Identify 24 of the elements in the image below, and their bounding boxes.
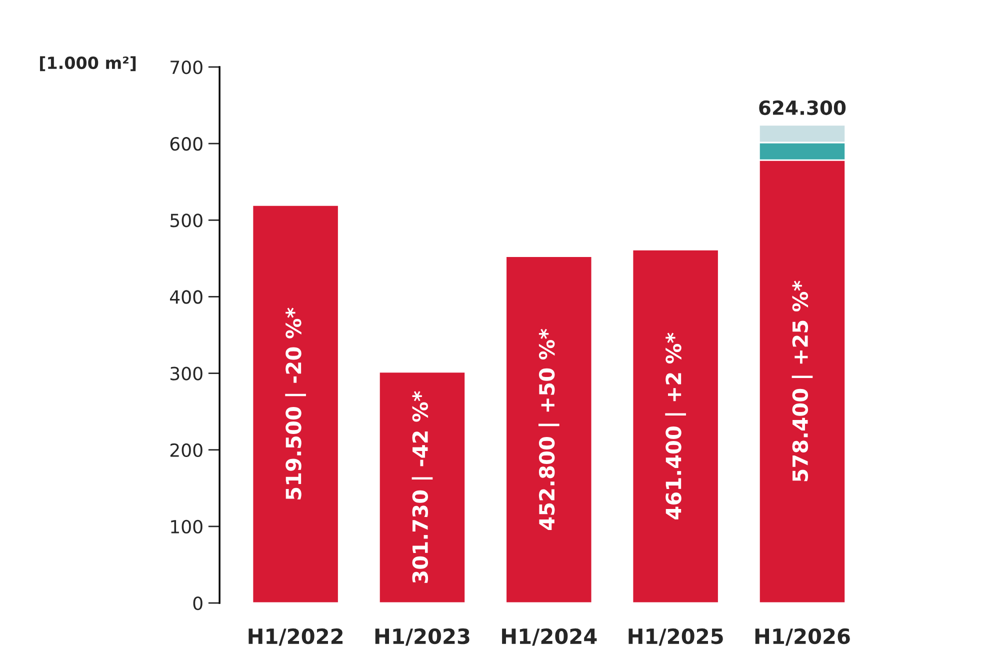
data-label: 578.400 | +25 %* bbox=[792, 280, 813, 482]
data-label: 452.800 | +50 %* bbox=[538, 328, 560, 530]
total-label: 624.300 bbox=[759, 100, 846, 116]
y-tick-label: 100 bbox=[171, 520, 202, 534]
bar bbox=[378, 371, 466, 603]
y-tick-label: 300 bbox=[170, 366, 202, 380]
bar bbox=[505, 256, 593, 603]
data-label: 301.730 | -42 %* bbox=[412, 391, 433, 583]
y-tick-label: 500 bbox=[170, 214, 202, 228]
y-tick-label: 0 bbox=[193, 596, 202, 610]
y-tick-label: 400 bbox=[170, 290, 202, 304]
x-tick-label: H1/2024 bbox=[502, 628, 597, 646]
y-tick-label: 700 bbox=[170, 60, 202, 74]
x-tick-label: H1/2026 bbox=[755, 628, 850, 646]
y-axis-title: [1.000 m²] bbox=[40, 56, 136, 72]
data-label: 519.500 | -20 %* bbox=[285, 308, 306, 500]
y-tick-label: 200 bbox=[170, 443, 202, 457]
x-tick-label: H1/2025 bbox=[628, 628, 723, 646]
bar bbox=[632, 249, 720, 603]
x-tick-label: H1/2022 bbox=[248, 628, 343, 646]
data-label: 461.400 | +2 %* bbox=[665, 332, 686, 520]
y-tick-label: 600 bbox=[170, 137, 202, 151]
x-tick-label: H1/2023 bbox=[375, 628, 470, 646]
bar bbox=[252, 204, 340, 603]
